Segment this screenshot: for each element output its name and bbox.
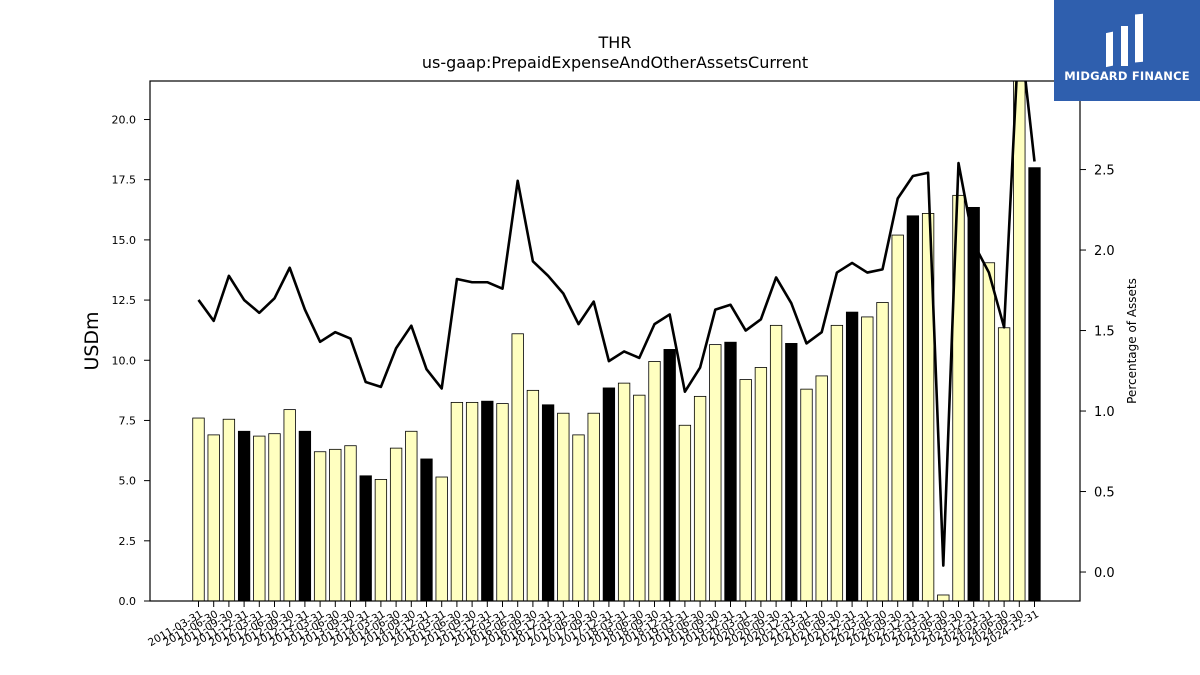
bar [557, 412, 570, 601]
right-axis: 0.0 0.5 1.0 1.5 2.0 2.5 [1080, 164, 1115, 581]
bar [921, 213, 935, 601]
bar [526, 389, 540, 601]
bar [982, 262, 996, 601]
bar [313, 451, 327, 601]
bar [237, 430, 251, 601]
bar [268, 433, 281, 601]
y-tick-label: 20.0 [112, 114, 137, 127]
bar [693, 395, 707, 601]
bar [253, 435, 266, 601]
bar [663, 349, 676, 601]
y-tick-label: 0.0 [119, 595, 137, 608]
bar [739, 379, 752, 601]
chart-title: THR [598, 33, 632, 52]
bar [997, 327, 1011, 601]
brand-logo: MIDGARD FINANCE [1054, 0, 1200, 101]
bar [1013, 81, 1026, 601]
bar [906, 215, 920, 601]
bar [1028, 167, 1041, 601]
y-tick-label: 17.5 [112, 174, 137, 187]
bar [465, 401, 479, 601]
y-axis-label: USDm [81, 311, 103, 370]
y2-tick-label: 1.0 [1094, 405, 1115, 420]
bar [587, 412, 600, 601]
bar [359, 475, 372, 601]
bar [709, 344, 722, 601]
bar [511, 333, 524, 601]
left-axis: 0.0 2.5 5.0 7.5 10.0 12.5 15.0 17.5 20.0 [112, 114, 150, 608]
percentage-line [197, 81, 1036, 567]
bar [374, 479, 388, 601]
chart-subtitle: us-gaap:PrepaidExpenseAndOtherAssetsCurr… [422, 53, 808, 72]
bar [769, 324, 783, 601]
bar [830, 324, 844, 601]
bar [967, 206, 980, 601]
bar [800, 388, 813, 601]
bar [435, 476, 448, 601]
y2-tick-label: 0.0 [1094, 566, 1115, 581]
bar [420, 458, 433, 601]
y2-tick-label: 2.0 [1094, 244, 1115, 259]
y-tick-label: 12.5 [112, 294, 137, 307]
bar [633, 394, 646, 601]
bar [754, 367, 768, 601]
y2-tick-label: 1.5 [1094, 325, 1115, 340]
bar [785, 343, 798, 601]
bar [876, 302, 889, 601]
logo-text: MIDGARD FINANCE [1064, 69, 1190, 83]
bar [891, 234, 904, 601]
bar [344, 445, 357, 601]
y-tick-label: 2.5 [119, 535, 137, 548]
bar [815, 375, 828, 601]
y2-tick-label: 2.5 [1094, 164, 1115, 179]
bar [541, 404, 555, 601]
bar [222, 418, 236, 601]
bar [602, 387, 616, 601]
y-tick-label: 7.5 [119, 414, 137, 427]
bar [389, 447, 403, 601]
bar [648, 361, 661, 601]
midgard-logo-icon [1106, 13, 1143, 68]
bar [207, 434, 220, 601]
bar [496, 403, 509, 601]
bar [450, 401, 464, 601]
y-tick-label: 10.0 [112, 354, 137, 367]
line-series [197, 81, 1036, 567]
bar [283, 409, 296, 601]
bar [572, 434, 585, 601]
bar [861, 316, 874, 601]
y2-axis-label: Percentage of Assets [1125, 278, 1139, 404]
bar [405, 430, 418, 601]
bar [329, 448, 342, 601]
bar [678, 424, 692, 601]
y2-tick-label: 0.5 [1094, 486, 1115, 501]
bar [937, 594, 950, 601]
bar [298, 430, 312, 601]
y-tick-label: 5.0 [119, 475, 137, 488]
y-tick-label: 15.0 [112, 234, 137, 247]
plot-frame [149, 80, 1081, 602]
bar [617, 382, 631, 601]
bar [724, 341, 737, 601]
bar [192, 417, 205, 601]
bar-series [192, 81, 1041, 601]
x-axis: 2011-03-312011-06-302011-09-302011-12-31… [146, 601, 1041, 649]
bar [481, 400, 494, 601]
bar [845, 311, 859, 601]
